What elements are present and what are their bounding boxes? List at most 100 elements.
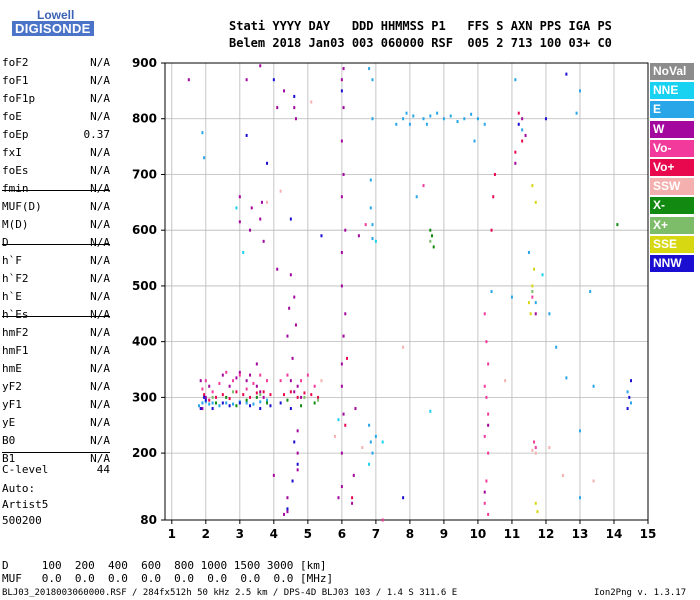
param-label: yF1 xyxy=(2,398,22,411)
param-value: N/A xyxy=(90,326,110,339)
x-tick-label: 10 xyxy=(470,527,487,541)
param-value: N/A xyxy=(90,272,110,285)
data-point-vo- xyxy=(215,395,218,399)
data-point-ssw xyxy=(266,200,269,204)
data-point-w xyxy=(255,384,258,388)
param-value: 44 xyxy=(96,463,110,476)
data-point-ssw xyxy=(531,448,534,452)
param-value: N/A xyxy=(90,308,110,321)
data-point-vo- xyxy=(422,184,425,188)
param-row-9: M(D) N/A xyxy=(2,218,110,234)
param-row-6: foEs N/A xyxy=(2,164,110,180)
data-point-w xyxy=(289,273,292,277)
data-point-sse xyxy=(531,284,534,288)
param-value: N/A xyxy=(90,398,110,411)
data-point-vo- xyxy=(485,340,488,344)
data-point-w xyxy=(276,106,279,110)
data-point-e xyxy=(211,401,214,405)
data-point-e xyxy=(368,423,371,427)
param-row-19: yF1 N/A xyxy=(2,398,110,414)
data-point-nnw xyxy=(289,407,292,411)
data-point-ssw xyxy=(402,345,405,349)
param-value: N/A xyxy=(90,182,110,195)
data-point-w xyxy=(296,429,299,433)
data-point-w xyxy=(249,373,252,377)
data-point-ssw xyxy=(320,379,323,383)
data-point-vo- xyxy=(289,390,292,394)
data-point-nnw xyxy=(279,401,282,405)
legend-item-vo-: Vo+ xyxy=(650,159,694,176)
x-tick-label: 11 xyxy=(504,527,521,541)
data-point-nnw xyxy=(340,89,343,93)
data-point-e xyxy=(371,223,374,227)
data-point-vo- xyxy=(345,356,348,360)
x-tick-label: 1 xyxy=(168,527,176,541)
data-point-e xyxy=(203,156,206,160)
param-label: B1 xyxy=(2,452,16,465)
data-point-e xyxy=(476,117,479,121)
param-value: N/A xyxy=(90,290,110,303)
data-point-nnw xyxy=(211,407,214,411)
data-point-vo- xyxy=(483,312,486,316)
data-point-vo- xyxy=(249,395,252,399)
data-point-vo- xyxy=(303,391,306,395)
data-point-e xyxy=(510,295,513,299)
param-value: N/A xyxy=(90,254,110,267)
y-tick-label: 600 xyxy=(132,223,157,237)
data-point-w xyxy=(340,139,343,143)
data-point-vo- xyxy=(201,387,204,391)
data-point-nnw xyxy=(203,395,206,399)
data-point-e xyxy=(374,434,377,438)
data-point-nnw xyxy=(249,404,252,408)
legend-item-x-: X- xyxy=(650,197,694,215)
data-point-e xyxy=(371,117,374,121)
x-tick-label: 2 xyxy=(202,527,210,541)
param-label: hmF1 xyxy=(2,344,29,357)
param-value: N/A xyxy=(90,218,110,231)
data-point-w xyxy=(238,195,241,199)
param-label: foEs xyxy=(2,164,29,177)
param-row-7: fmin N/A xyxy=(2,182,110,198)
data-point-vo- xyxy=(483,384,486,388)
param-label: C-level xyxy=(2,463,49,476)
param-row-16: hmF1 N/A xyxy=(2,344,110,360)
data-point-vo- xyxy=(317,395,320,399)
data-point-e xyxy=(578,89,581,93)
data-point-e xyxy=(232,402,235,406)
data-point-e xyxy=(371,451,374,455)
data-point-x- xyxy=(235,404,238,408)
data-point-sse xyxy=(531,184,534,188)
data-point-w xyxy=(340,485,343,489)
data-point-w xyxy=(294,117,297,121)
param-label: hmE xyxy=(2,362,22,375)
param-row-23: C-level 44 xyxy=(2,463,110,479)
data-point-ssw xyxy=(334,434,337,438)
logo-main-text: DIGISONDE xyxy=(12,21,94,36)
legend-item-ssw: SSW xyxy=(650,178,694,196)
data-point-vo- xyxy=(364,223,367,227)
legend-item-noval: NoVal xyxy=(650,63,694,80)
data-point-sse xyxy=(534,501,537,505)
data-point-vo- xyxy=(313,384,316,388)
y-tick-label: 700 xyxy=(132,167,157,181)
header-values: Belem 2018 Jan03 003 060000 RSF 005 2 71… xyxy=(229,36,612,50)
data-point-e xyxy=(252,402,255,406)
data-point-w xyxy=(199,379,202,383)
data-point-nne xyxy=(242,250,245,254)
param-row-21: B0 N/A xyxy=(2,434,110,450)
param-label: hmF2 xyxy=(2,326,29,339)
param-row-12: h`F2 N/A xyxy=(2,272,110,288)
param-label: foF2 xyxy=(2,56,29,69)
data-point-w xyxy=(342,412,345,416)
data-point-x- xyxy=(303,395,306,399)
data-point-x- xyxy=(429,228,432,232)
data-point-x- xyxy=(429,239,432,243)
param-label: h`Es xyxy=(2,308,29,321)
data-point-w xyxy=(340,284,343,288)
data-point-x- xyxy=(245,398,248,402)
data-point-e xyxy=(521,128,524,132)
data-point-w xyxy=(187,78,190,82)
x-tick-label: 4 xyxy=(270,527,278,541)
data-point-ssw xyxy=(361,446,364,450)
param-value: 0.37 xyxy=(83,128,111,141)
